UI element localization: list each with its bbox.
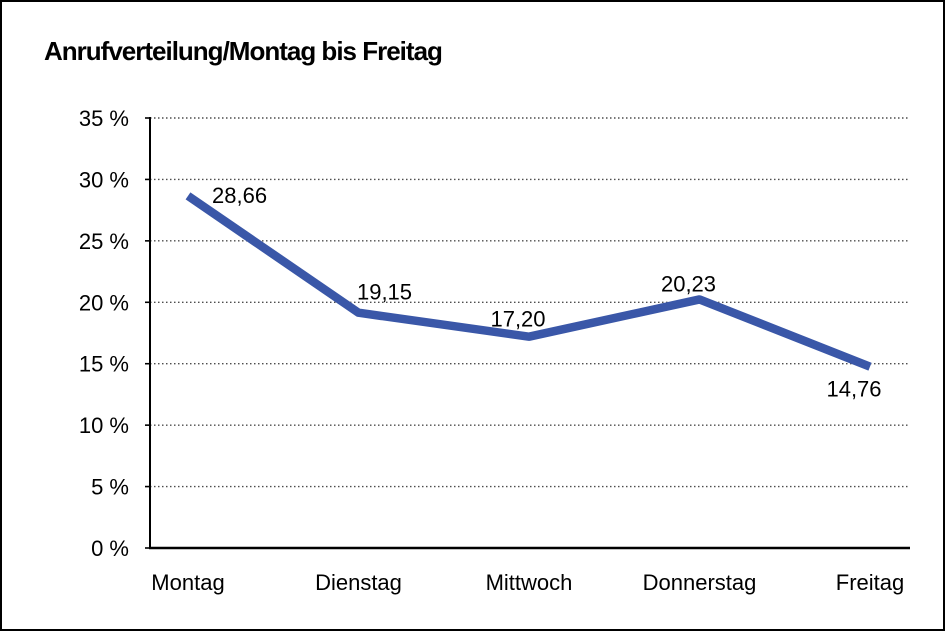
y-tick-label: 5 %	[91, 475, 129, 500]
x-tick-label: Mittwoch	[486, 570, 573, 595]
data-label: 14,76	[826, 377, 881, 402]
y-tick-label: 30 %	[79, 167, 129, 192]
y-tick-label: 25 %	[79, 229, 129, 254]
data-label: 17,20	[490, 307, 545, 332]
data-label: 28,66	[212, 183, 267, 208]
data-label: 20,23	[661, 271, 716, 296]
x-tick-label: Donnerstag	[643, 570, 757, 595]
y-tick-label: 10 %	[79, 413, 129, 438]
chart-title: Anrufverteilung/Montag bis Freitag	[44, 36, 443, 66]
y-tick-label: 35 %	[79, 106, 129, 131]
series-line	[185, 192, 872, 371]
data-label: 19,15	[357, 280, 412, 305]
x-tick-label: Montag	[151, 570, 224, 595]
y-tick-label: 20 %	[79, 290, 129, 315]
y-tick-label: 0 %	[91, 536, 129, 561]
x-tick-label: Dienstag	[315, 570, 402, 595]
x-tick-label: Freitag	[836, 570, 904, 595]
y-tick-label: 15 %	[79, 352, 129, 377]
